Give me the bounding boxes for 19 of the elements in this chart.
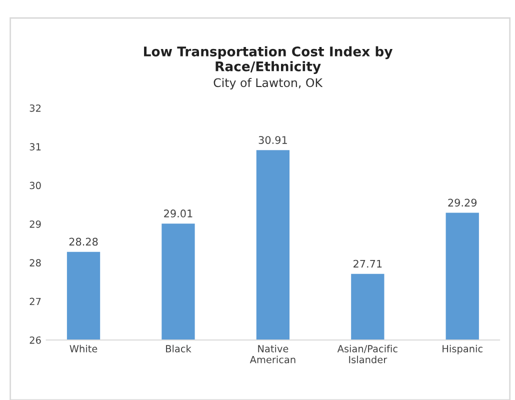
y-tick-label: 29 bbox=[30, 220, 41, 228]
x-tick-label: Hispanic bbox=[442, 344, 482, 354]
x-tick-label: Native American bbox=[250, 344, 296, 364]
data-label: 27.71 bbox=[354, 260, 382, 268]
chart-title: Low Transportation Cost Index by Race/Ethnicity bbox=[144, 46, 393, 74]
y-tick-label: 27 bbox=[30, 298, 41, 306]
y-tick-label: 28 bbox=[30, 259, 41, 266]
x-tick-label: Asian/Pacific Islander bbox=[337, 344, 398, 364]
chart-subtitle: City of Lawton, OK bbox=[214, 78, 323, 90]
data-label: 29.01 bbox=[164, 210, 192, 218]
data-label: 29.29 bbox=[448, 198, 477, 207]
x-tick-label: White bbox=[70, 344, 98, 352]
y-tick-label: 31 bbox=[30, 143, 41, 150]
data-label: 30.91 bbox=[258, 136, 287, 144]
y-tick-label: 30 bbox=[30, 182, 41, 190]
y-tick-label: 26 bbox=[30, 336, 41, 344]
x-tick-label: Black bbox=[166, 344, 192, 352]
data-label: 28.28 bbox=[69, 238, 98, 246]
y-tick-label: 32 bbox=[30, 104, 41, 112]
